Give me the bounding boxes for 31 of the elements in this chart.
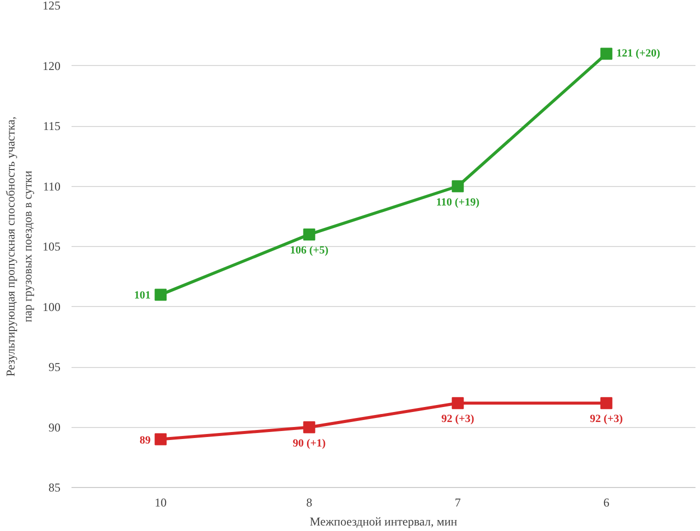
- y-tick-label: 120: [42, 58, 60, 73]
- y-tick-label: 110: [42, 179, 61, 194]
- data-label: 121 (+20): [616, 48, 661, 60]
- y-tick-label: 100: [42, 300, 60, 314]
- x-axis-title: Межпоездной интервал, мин: [310, 514, 458, 528]
- data-label: 92 (+3): [590, 413, 624, 426]
- y-tick-label: 115: [42, 119, 61, 133]
- data-label: 110 (+19): [436, 196, 480, 208]
- point: [452, 180, 464, 192]
- data-label: 92 (+3): [441, 413, 475, 426]
- x-tick-label: 7: [454, 496, 461, 510]
- point: [303, 228, 316, 240]
- x-tick-label: 10: [154, 496, 167, 510]
- point: [600, 397, 612, 410]
- point: [600, 48, 612, 60]
- data-label: 89: [140, 434, 152, 446]
- y-tick-label: 90: [48, 420, 60, 434]
- data-label: 90 (+1): [292, 437, 326, 450]
- x-tick-label: 8: [306, 496, 312, 510]
- x-tick-label: 6: [603, 496, 610, 510]
- y-tick-label: 125: [42, 0, 60, 12]
- point: [154, 433, 167, 446]
- point: [303, 421, 316, 434]
- point: [154, 288, 167, 301]
- data-label: 106 (+5): [290, 244, 329, 256]
- y-tick-label: 95: [48, 360, 60, 374]
- data-label: 101: [134, 290, 151, 302]
- y-tick-label: 85: [48, 480, 60, 494]
- y-tick-label: 105: [42, 240, 60, 254]
- y-axis-title: Результирующая пропускная способность участка, пар грузовых поездов в сутки: [4, 116, 34, 376]
- point: [452, 397, 464, 410]
